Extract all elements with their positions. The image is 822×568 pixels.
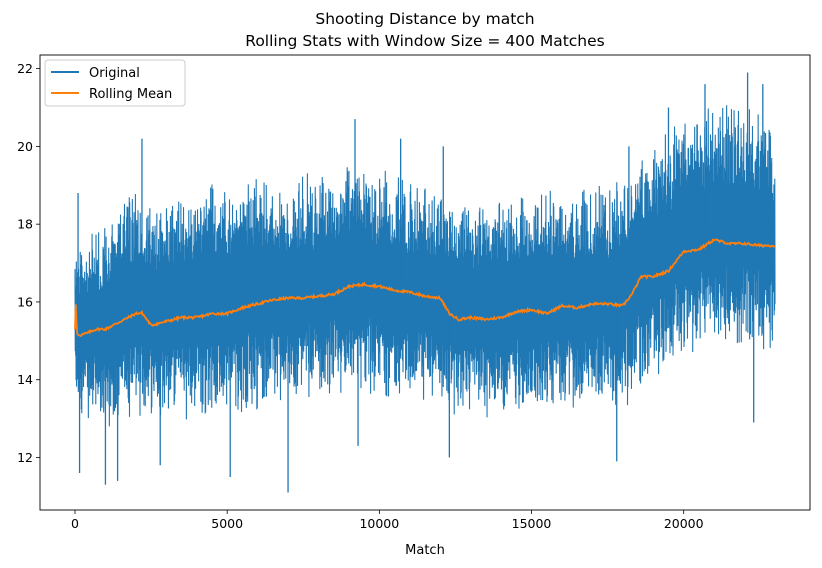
legend-label-original: Original: [89, 66, 140, 81]
chart-subtitle: Rolling Stats with Window Size = 400 Mat…: [245, 32, 605, 50]
y-axis: 12 14 16 18 20 22: [17, 61, 40, 465]
y-tick-label: 20: [17, 139, 33, 154]
legend-label-rolling-mean: Rolling Mean: [89, 87, 172, 102]
rolling-mean-line: [74, 238, 776, 337]
y-tick-label: 22: [17, 61, 33, 76]
series-rolling-mean: [74, 238, 776, 337]
y-tick-label: 18: [17, 217, 33, 232]
legend: Original Rolling Mean: [44, 59, 186, 107]
y-tick-label: 12: [17, 450, 33, 465]
x-tick-label: 10000: [359, 516, 399, 531]
y-tick-label: 16: [17, 294, 33, 309]
x-tick-label: 15000: [512, 516, 552, 531]
axes-frame: [39, 54, 811, 511]
y-tick-label: 14: [17, 372, 33, 387]
x-axis: 0 5000 10000 15000 20000: [71, 510, 704, 531]
plot-area: [74, 72, 776, 493]
original-series-line: [74, 105, 776, 427]
x-tick-label: 5000: [211, 516, 243, 531]
series-original: [74, 72, 776, 493]
legend-box: [44, 59, 186, 107]
x-tick-label: 20000: [664, 516, 704, 531]
x-tick-label: 0: [71, 516, 79, 531]
x-axis-label: Match: [405, 543, 445, 558]
chart-title: Shooting Distance by match: [315, 10, 534, 28]
